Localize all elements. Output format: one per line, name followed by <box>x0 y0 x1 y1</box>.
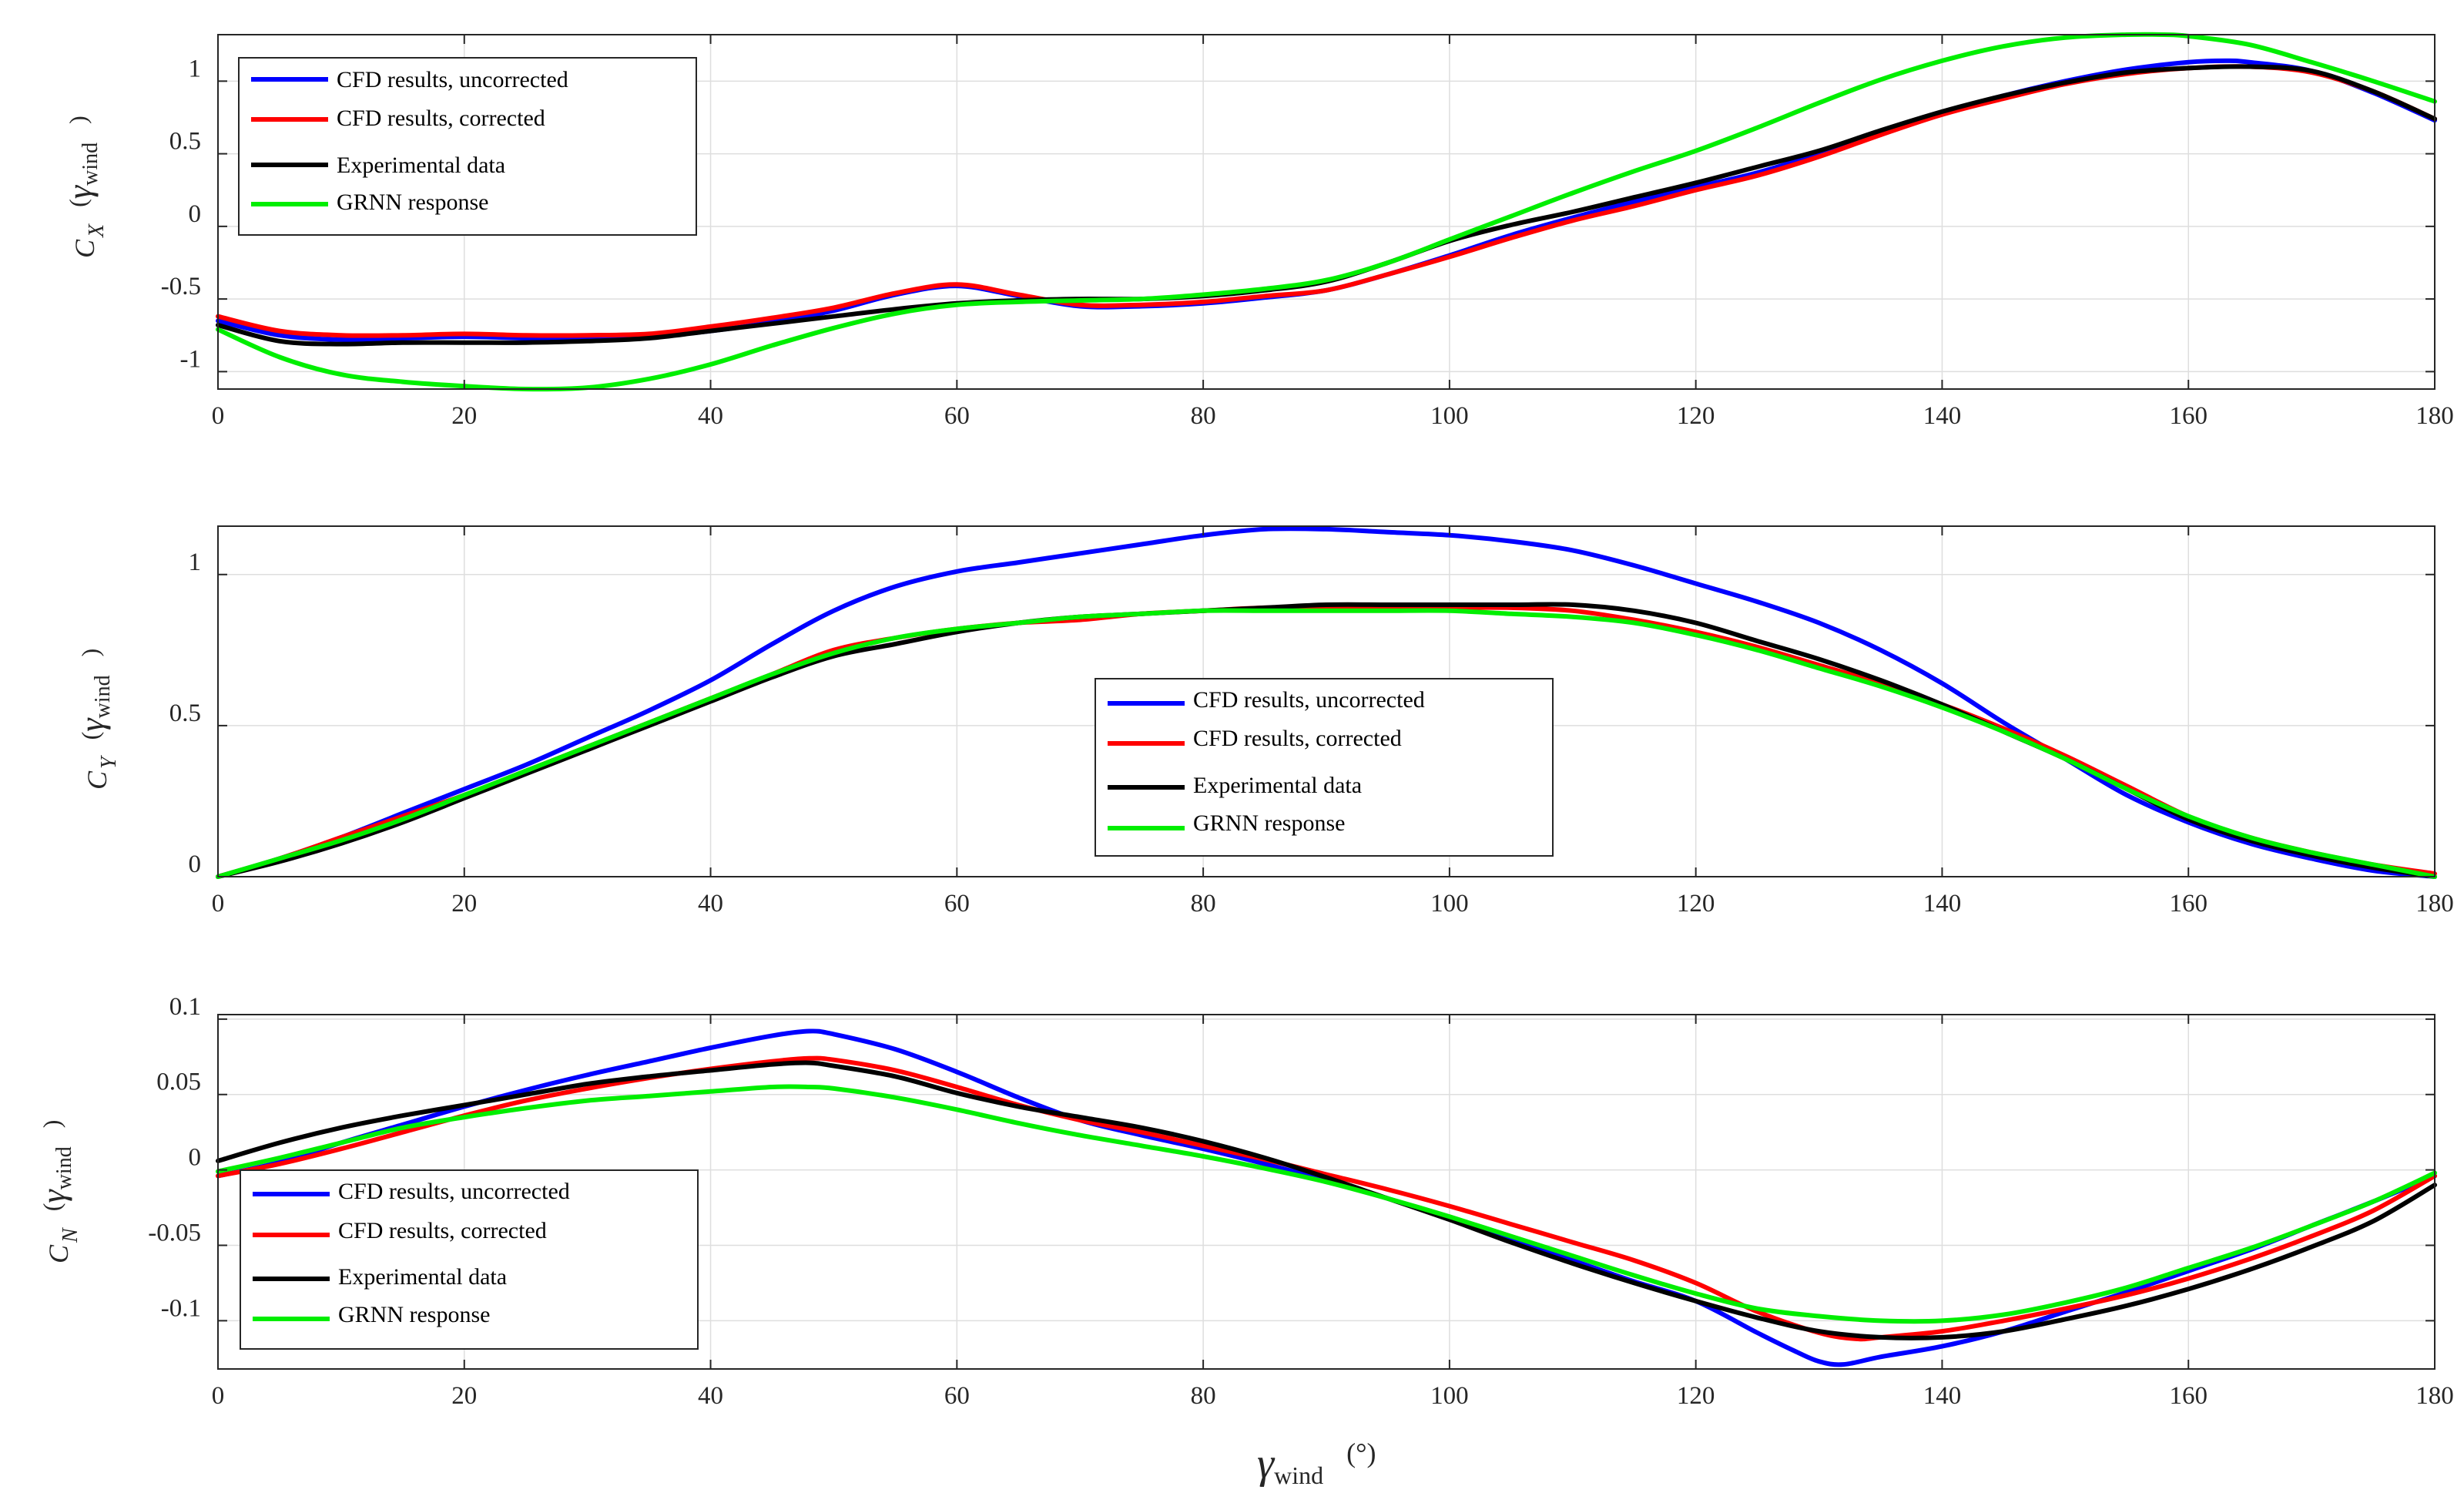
x-axis-label: γwind (°) <box>1257 1438 1376 1489</box>
cx-panel: 0 20 40 60 80 100 120 140 160 180 -1 -0.5 0 0.5 1 CX(… <box>61 32 2454 430</box>
cn-legend: CFD results, uncorrected CFD results, co… <box>240 1169 699 1350</box>
cx-x-ticks: 0 20 40 60 80 100 120 140 160 180 <box>212 35 2454 430</box>
cy-legend-label-uncorrected: CFD results, uncorrected <box>1193 687 1425 713</box>
xlabel-sub: wind <box>1274 1461 1323 1489</box>
cy-axes-box <box>217 525 2436 877</box>
cn-x-tick-label: 180 <box>2415 1382 2454 1410</box>
cy-y-ticks: 00.51 <box>169 549 2435 878</box>
cx-x-tick-label: 160 <box>2169 402 2208 430</box>
cn-x-tick-label: 120 <box>1677 1382 1715 1410</box>
cy-series-grnn-line <box>216 608 2437 879</box>
cy-panel: 0 20 40 60 80 100 120 140 160 180 00.51 CY(γwind)… <box>73 525 2454 918</box>
cy-y-tick-label: 0.5 <box>169 700 201 727</box>
cy-ylabel-argsub: wind <box>91 675 115 718</box>
cn-y-tick-label: -0.05 <box>148 1219 201 1246</box>
cn-x-tick-label: 60 <box>944 1382 970 1410</box>
cy-y-tick-label: 0 <box>189 851 202 878</box>
cy-legend: CFD results, uncorrected CFD results, co… <box>1095 678 1554 857</box>
cy-x-tick-label: 20 <box>451 890 477 918</box>
cn-x-tick-label: 0 <box>212 1382 225 1410</box>
cn-series-lines <box>216 1028 2437 1367</box>
cn-series-corrected-line <box>216 1055 2437 1342</box>
cn-x-tick-label: 40 <box>698 1382 723 1410</box>
cn-series-grnn-line <box>216 1084 2437 1324</box>
cx-x-tick-label: 20 <box>451 402 477 430</box>
cx-x-tick-label: 180 <box>2415 402 2454 430</box>
cx-legend: CFD results, uncorrected CFD results, co… <box>238 57 697 236</box>
cn-y-tick-label: -0.1 <box>161 1294 201 1322</box>
cn-ylabel-argsub: wind <box>52 1146 76 1189</box>
cy-ylabel-sub: Y <box>97 754 121 769</box>
cx-x-tick-label: 60 <box>944 402 970 430</box>
cn-legend-label-corrected: CFD results, corrected <box>338 1218 547 1243</box>
cn-legend-label-grnn: GRNN response <box>338 1302 490 1327</box>
cy-x-tick-label: 120 <box>1677 890 1715 918</box>
cn-x-ticks: 0 20 40 60 80 100 120 140 160 180 <box>212 1015 2454 1410</box>
cn-x-tick-label: 20 <box>451 1382 477 1410</box>
cy-x-tick-label: 180 <box>2415 890 2454 918</box>
cn-ylabel-arg: γ <box>35 1189 72 1203</box>
cx-x-tick-label: 80 <box>1191 402 1216 430</box>
cy-x-tick-label: 140 <box>1923 890 1962 918</box>
cn-axes-box <box>217 1014 2436 1370</box>
cx-x-tick-label: 0 <box>212 402 225 430</box>
cx-ylabel-main: C <box>69 239 100 258</box>
cy-x-tick-label: 100 <box>1430 890 1469 918</box>
cx-ylabel-argsub: wind <box>79 143 102 186</box>
cx-y-tick-label: 0 <box>189 200 202 228</box>
cy-x-tick-label: 160 <box>2169 890 2208 918</box>
cx-legend-label-uncorrected: CFD results, uncorrected <box>337 67 568 92</box>
cx-y-tick-label: 1 <box>189 55 202 82</box>
cy-ylabel-main: C <box>82 770 112 790</box>
cx-y-tick-label: 0.5 <box>169 128 201 156</box>
cx-y-tick-label: -0.5 <box>161 273 201 300</box>
cn-x-tick-label: 100 <box>1430 1382 1469 1410</box>
cn-series-experimental-line <box>216 1060 2437 1340</box>
cx-y-ticks: -1 -0.5 0 0.5 1 <box>161 55 2435 373</box>
cn-legend-label-uncorrected: CFD results, uncorrected <box>338 1179 570 1204</box>
cy-legend-label-corrected: CFD results, corrected <box>1193 726 1402 751</box>
cn-y-tick-label: 0.1 <box>169 993 201 1021</box>
cn-ylabel-main: C <box>43 1244 74 1263</box>
cy-legend-label-grnn: GRNN response <box>1193 810 1345 836</box>
cy-series-lines <box>216 526 2437 879</box>
cx-x-tick-label: 100 <box>1430 402 1469 430</box>
xlabel-main: γ <box>1257 1440 1276 1488</box>
cn-x-tick-label: 160 <box>2169 1382 2208 1410</box>
cn-legend-label-experimental: Experimental data <box>338 1264 507 1290</box>
cx-ylabel-sub: X <box>85 223 109 238</box>
cn-y-ticks: -0.1 -0.05 0 0.05 0.1 <box>148 993 2435 1322</box>
cn-x-tick-label: 140 <box>1923 1382 1962 1410</box>
cx-axes-box <box>217 34 2436 390</box>
cn-y-axis-label: CN(γwind) <box>35 1120 82 1263</box>
cy-y-tick-label: 1 <box>189 549 202 576</box>
cy-y-axis-label: CY(γwind) <box>73 649 121 790</box>
cy-x-tick-label: 0 <box>212 890 225 918</box>
xlabel-unit: (°) <box>1346 1438 1376 1468</box>
cy-x-ticks: 0 20 40 60 80 100 120 140 160 180 <box>212 526 2454 918</box>
cx-ylabel-arg: γ <box>61 184 99 199</box>
cx-legend-label-experimental: Experimental data <box>337 153 505 178</box>
cn-y-tick-label: 0.05 <box>156 1069 201 1096</box>
cn-x-tick-label: 80 <box>1191 1382 1216 1410</box>
cx-x-tick-label: 140 <box>1923 402 1962 430</box>
cn-panel: 0 20 40 60 80 100 120 140 160 180 -0.1 -0.05 0 0.05 0… <box>35 993 2454 1489</box>
cy-x-tick-label: 60 <box>944 890 970 918</box>
cx-legend-label-corrected: CFD results, corrected <box>337 106 545 131</box>
cx-x-tick-label: 120 <box>1677 402 1715 430</box>
cy-legend-label-experimental: Experimental data <box>1193 773 1362 798</box>
cy-ylabel-arg: γ <box>73 717 111 732</box>
cy-x-tick-label: 40 <box>698 890 723 918</box>
cx-x-tick-label: 40 <box>698 402 723 430</box>
cy-x-tick-label: 80 <box>1191 890 1216 918</box>
cn-ylabel-sub: N <box>59 1227 82 1243</box>
cx-y-axis-label: CX(γwind) <box>61 116 109 258</box>
cx-legend-label-grnn: GRNN response <box>337 190 488 215</box>
cx-y-tick-label: -1 <box>180 345 202 373</box>
cn-y-tick-label: 0 <box>189 1144 202 1172</box>
